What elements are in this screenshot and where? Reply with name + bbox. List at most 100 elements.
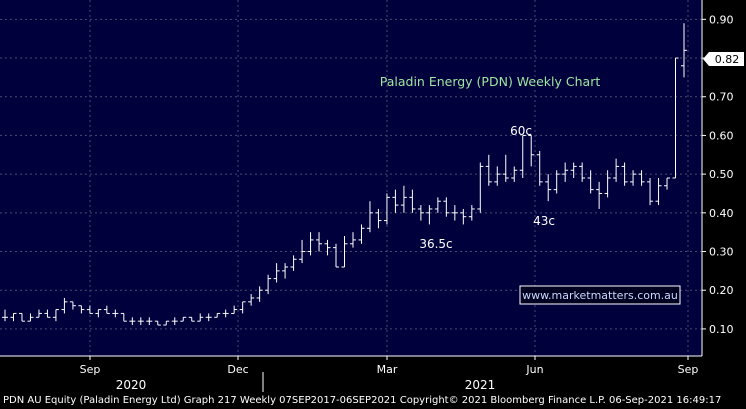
watermark-url: www.marketmatters.com.au [522, 289, 678, 302]
x-month-label: Sep [80, 363, 101, 376]
ohlc-bar [647, 178, 654, 206]
y-tick-label: 0.50 [709, 168, 734, 181]
price-bars [2, 23, 687, 326]
ohlc-bar [146, 317, 153, 326]
annotation-43c: 43c [533, 214, 555, 228]
ohlc-bar [69, 301, 76, 310]
footer-caption: PDN AU Equity (Paladin Energy Ltd) Graph… [0, 393, 746, 409]
ohlc-bar [426, 205, 433, 225]
ohlc-bar [596, 181, 603, 209]
ohlc-bar [44, 309, 51, 318]
ohlc-bar [451, 205, 458, 221]
last-price-tag: 0.82 [703, 52, 744, 66]
ohlc-bar [434, 197, 441, 213]
ohlc-bar [358, 224, 365, 244]
ohlc-bar [163, 320, 170, 326]
ohlc-bar [154, 320, 161, 326]
ohlc-bar [256, 286, 263, 302]
ohlc-bar [485, 154, 492, 186]
ohlc-bar [400, 185, 407, 213]
x-axis: Sep Dec Mar Jun Sep 2020 2021 [0, 355, 702, 392]
ohlc-bar [460, 208, 467, 225]
ohlc-bar [171, 317, 178, 326]
watermark-box [519, 285, 681, 305]
x-month-label: Mar [377, 363, 398, 376]
ohlc-bar [638, 170, 645, 186]
ohlc-bar [2, 309, 8, 322]
ohlc-bar [197, 313, 204, 322]
weekly-ohlc-chart: 0.100.200.300.400.500.600.700.800.90 Sep… [0, 0, 746, 393]
ohlc-bar [621, 162, 628, 186]
annotation-36-5c: 36.5c [419, 237, 452, 251]
y-tick-label: 0.30 [709, 246, 734, 259]
ohlc-bar [570, 162, 577, 178]
x-month-label: Jun [525, 363, 543, 376]
ohlc-bar [587, 170, 594, 194]
ohlc-bar [324, 239, 331, 256]
ohlc-bar [214, 312, 221, 318]
ohlc-bar [222, 309, 229, 318]
ohlc-bar [61, 297, 68, 314]
ohlc-bar [579, 162, 586, 182]
ohlc-bar [477, 162, 484, 213]
ohlc-bar [27, 313, 34, 322]
ohlc-bar [349, 232, 356, 248]
ohlc-bar [120, 312, 127, 322]
chart-title: Paladin Energy (PDN) Weekly Chart [380, 74, 601, 89]
ohlc-bar [366, 201, 373, 233]
ohlc-bar [35, 309, 42, 318]
ohlc-bar [681, 23, 687, 78]
ohlc-bar [672, 57, 679, 179]
ohlc-bar [519, 134, 526, 178]
ohlc-bar [417, 205, 424, 221]
ohlc-bar [112, 309, 119, 318]
ohlc-bar [630, 170, 637, 186]
ohlc-bar [528, 134, 535, 167]
ohlc-bar [383, 193, 390, 225]
ohlc-bar [180, 316, 187, 322]
ohlc-bar [409, 189, 416, 213]
y-tick-label: 0.60 [709, 129, 734, 142]
ohlc-bar [205, 313, 212, 322]
ohlc-bar [502, 154, 509, 182]
ohlc-bar [545, 174, 552, 202]
ohlc-bar [95, 309, 102, 318]
ohlc-bar [18, 312, 25, 322]
ohlc-bar [664, 177, 671, 190]
ohlc-bar [341, 236, 348, 268]
x-year-label: 2020 [116, 378, 147, 392]
y-tick-label: 0.70 [709, 91, 734, 104]
ohlc-bar [316, 232, 323, 252]
ohlc-bar [265, 274, 272, 295]
ohlc-bar [188, 316, 195, 322]
ohlc-bar [511, 166, 518, 182]
ohlc-bar [494, 166, 501, 186]
ohlc-bar [137, 317, 144, 326]
x-month-label: Dec [227, 363, 248, 376]
ohlc-bar [613, 158, 620, 182]
y-tick-label: 0.90 [709, 13, 734, 26]
gridlines [0, 0, 702, 356]
ohlc-bar [290, 255, 297, 271]
y-tick-label: 0.40 [709, 207, 734, 220]
x-year-label: 2021 [465, 378, 496, 392]
x-month-label: Sep [678, 363, 699, 376]
ohlc-bar [231, 305, 238, 314]
ohlc-bar [282, 263, 289, 279]
ohlc-bar [392, 189, 399, 213]
ohlc-bar [553, 170, 560, 194]
ohlc-bar [10, 312, 17, 322]
ohlc-bar [86, 305, 93, 314]
ohlc-bar [299, 239, 306, 264]
ohlc-bar [307, 232, 314, 256]
ohlc-bar [273, 263, 280, 283]
ohlc-bar [52, 309, 59, 322]
ohlc-bar [536, 150, 543, 186]
ohlc-bar [562, 162, 569, 182]
ohlc-bar [78, 305, 85, 314]
y-tick-label: 0.20 [709, 284, 734, 297]
ohlc-bar [103, 305, 110, 314]
ohlc-bar [655, 178, 662, 206]
ohlc-bar [604, 170, 611, 198]
